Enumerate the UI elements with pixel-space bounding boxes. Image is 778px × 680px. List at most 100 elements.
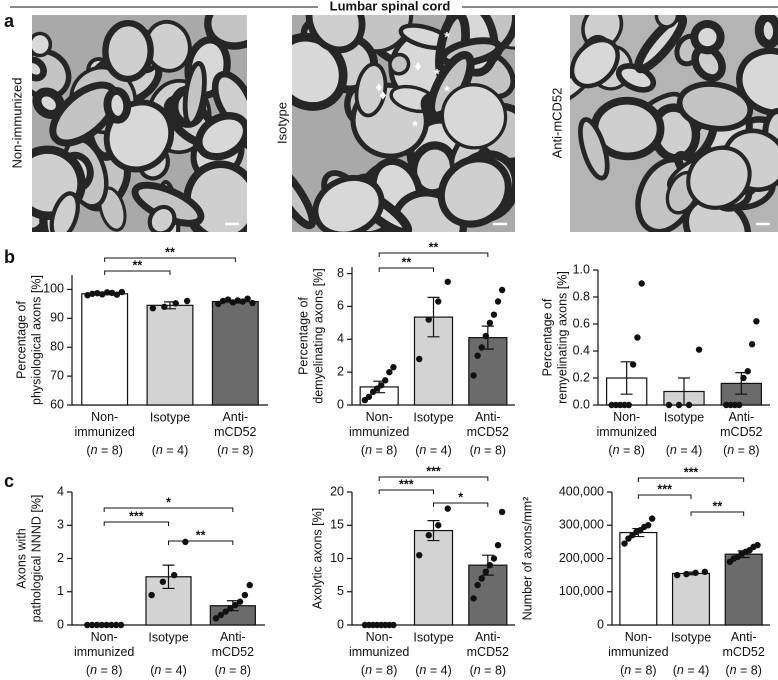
- bar: [146, 304, 194, 406]
- axon: [103, 87, 132, 124]
- data-point: [232, 601, 239, 609]
- panel-label: c: [4, 471, 14, 491]
- data-point: [236, 598, 244, 605]
- y-tick-label: 6: [337, 299, 344, 313]
- header-title: Lumbar spinal cord: [330, 0, 451, 13]
- data-point: [740, 374, 747, 382]
- axon: [147, 204, 177, 232]
- group-size: (n = 4): [150, 663, 187, 677]
- panel-label: a: [4, 11, 15, 31]
- data-point: [490, 311, 498, 318]
- significance-label: ***: [657, 482, 672, 496]
- data-point: [170, 571, 178, 579]
- data-point: [217, 611, 224, 619]
- data-point: [84, 292, 91, 299]
- data-point: [486, 561, 494, 569]
- image-label: Non-immunized: [9, 77, 24, 168]
- data-point: [365, 393, 373, 400]
- group-size: (n = 8): [723, 443, 760, 457]
- header-bg: [318, 0, 462, 14]
- micrograph: [570, 15, 778, 232]
- axon: [49, 191, 80, 232]
- group-size: (n = 8): [361, 663, 398, 677]
- image-symbol: *: [444, 29, 450, 45]
- bar: [619, 531, 658, 626]
- data-point: [444, 505, 451, 512]
- data-point: [113, 291, 121, 298]
- error-bar: [162, 564, 175, 590]
- data-point: [416, 355, 423, 363]
- y-tick-label: 0: [337, 397, 344, 411]
- data-point: [149, 305, 157, 312]
- axon: [578, 117, 610, 181]
- y-tick-label: 10: [330, 551, 344, 565]
- image-symbol: ♦: [414, 58, 421, 74]
- significance-bracket: [378, 489, 434, 494]
- significance-bracket: [637, 494, 692, 499]
- significance-label: *: [166, 495, 171, 509]
- micrograph: [292, 15, 515, 232]
- data-point: [645, 522, 652, 529]
- axon: [440, 83, 508, 150]
- y-tick-label: 3: [57, 518, 64, 532]
- x-tick-label: Non-immunized: [608, 630, 668, 659]
- axon: [354, 62, 388, 118]
- data-point: [425, 316, 432, 323]
- y-tick-label: 0: [337, 617, 344, 631]
- group-size: (n = 8): [217, 443, 254, 457]
- data-point: [249, 299, 256, 307]
- x-tick-label: Anti-mCD52: [212, 630, 254, 659]
- y-tick-label: 15: [330, 518, 344, 532]
- data-point: [224, 296, 232, 303]
- group-size: (n = 8): [361, 443, 398, 457]
- data-point: [378, 382, 385, 389]
- significance-label: ***: [426, 464, 441, 478]
- x-tick-label: Isotype: [150, 410, 190, 424]
- data-point: [183, 297, 191, 305]
- data-point: [89, 290, 96, 297]
- y-tick-label: 4: [57, 484, 64, 498]
- data-point: [470, 595, 477, 602]
- data-point: [629, 361, 637, 368]
- significance-label: ***: [129, 509, 144, 523]
- data-point: [94, 290, 101, 297]
- data-point: [665, 401, 673, 409]
- x-tick-label: Anti-mCD52: [722, 630, 764, 659]
- axon: [195, 112, 247, 161]
- y-axis-label: Axolytic axons [%]: [310, 508, 324, 609]
- data-point: [478, 575, 485, 582]
- data-point: [234, 297, 241, 304]
- data-point: [490, 555, 498, 562]
- data-point: [692, 569, 699, 576]
- data-point: [482, 568, 489, 575]
- data-point: [695, 346, 703, 353]
- data-point: [435, 522, 442, 529]
- data-point: [435, 298, 442, 305]
- data-point: [386, 368, 393, 376]
- y-axis-label: Number of axons/mm²: [520, 497, 534, 621]
- data-point: [148, 591, 155, 599]
- group-size: (n = 4): [152, 443, 189, 457]
- significance-bracket: [168, 540, 234, 545]
- axon: [690, 20, 725, 55]
- x-tick-label: Isotype: [413, 410, 453, 424]
- significance-bracket: [637, 477, 745, 482]
- x-tick-label: Anti-mCD52: [214, 410, 256, 439]
- data-point: [478, 344, 485, 351]
- data-point: [98, 621, 105, 629]
- bar: [413, 529, 454, 626]
- data-point: [735, 401, 743, 409]
- x-tick-label: Non-immunized: [596, 410, 656, 439]
- image-label: Anti-mCD52: [549, 88, 564, 159]
- y-tick-label: 2: [337, 364, 344, 378]
- significance-label: *: [458, 490, 463, 504]
- image-symbol: ♦: [375, 79, 382, 95]
- significance-bracket: [103, 521, 169, 526]
- y-tick-label: 80: [50, 340, 64, 354]
- y-tick-label: 70: [50, 368, 64, 382]
- data-point: [159, 578, 167, 585]
- data-point: [474, 352, 481, 359]
- x-tick-label: Anti-mCD52: [467, 630, 509, 659]
- data-point: [214, 300, 222, 308]
